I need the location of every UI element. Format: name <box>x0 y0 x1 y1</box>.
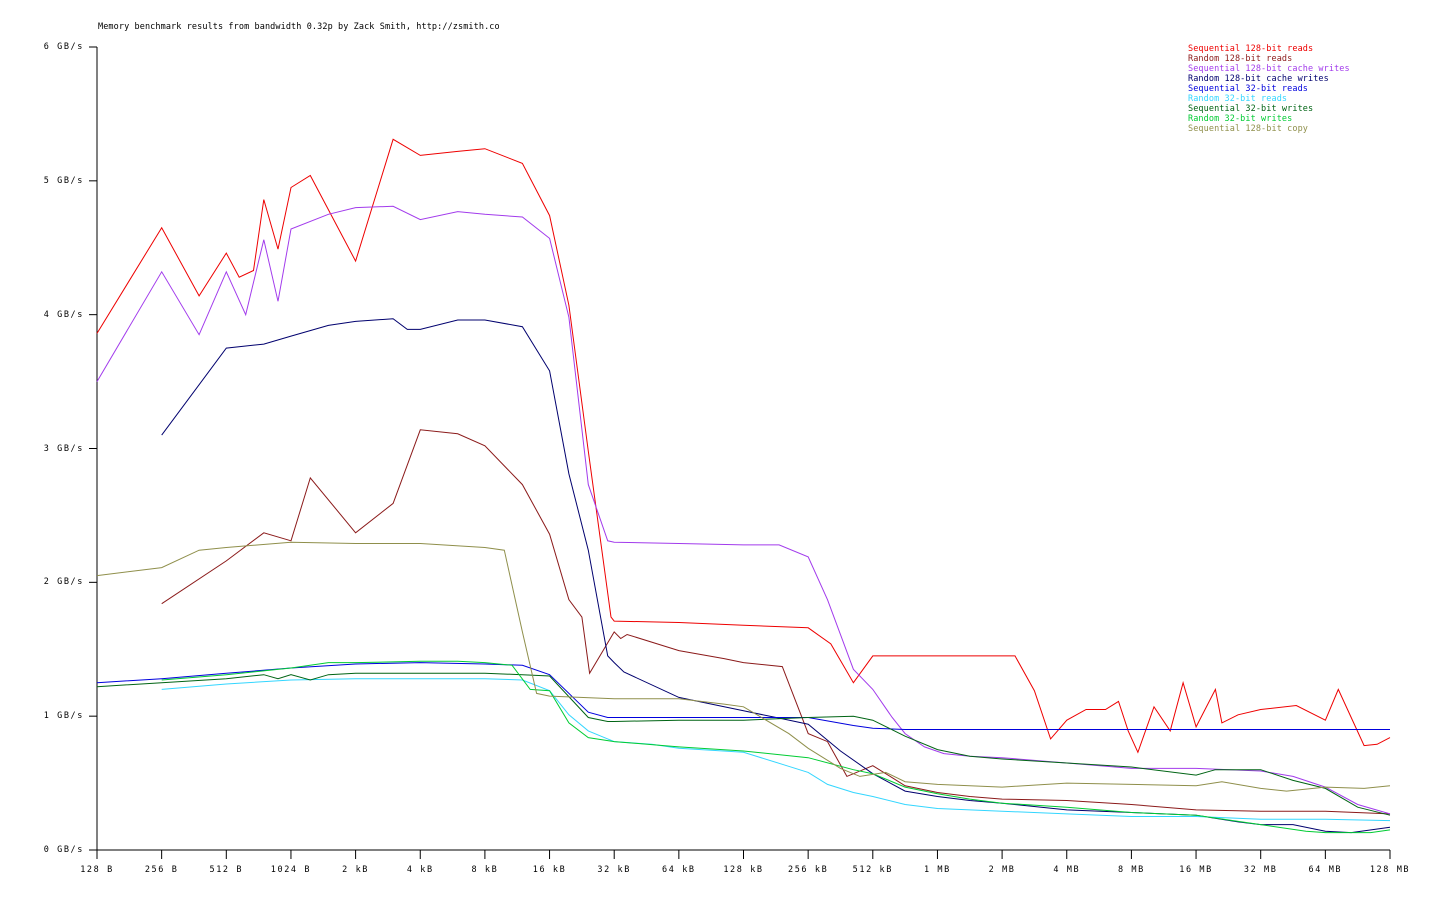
y-tick-label: 4 GB/s <box>43 309 84 320</box>
series-line-sequential-128-bit-copy <box>96 541 1391 792</box>
chart-title: Memory benchmark results from bandwidth … <box>98 22 500 32</box>
x-tick-label: 8 MB <box>1117 865 1145 875</box>
legend-item: Sequential 128-bit cache writes <box>1188 64 1350 74</box>
y-tick-label: 3 GB/s <box>43 443 84 454</box>
x-tick-label: 256 B <box>144 865 179 875</box>
series-line-random-32-bit-writes <box>161 660 1391 834</box>
x-tick-label: 512 kB <box>852 865 893 875</box>
legend-item: Sequential 32-bit reads <box>1188 84 1309 94</box>
series-line-sequential-32-bit-writes <box>96 672 1391 816</box>
x-tick-label: 32 MB <box>1243 865 1278 875</box>
x-tick-label: 4 kB <box>406 865 434 875</box>
legend-item: Random 128-bit cache writes <box>1188 74 1329 84</box>
x-tick-label: 512 B <box>209 865 244 875</box>
legend-item: Sequential 128-bit reads <box>1188 44 1314 54</box>
series-line-sequential-128-bit-reads <box>96 138 1391 754</box>
y-tick-label: 6 GB/s <box>43 42 84 52</box>
series-line-sequential-128-bit-cache-writes <box>96 205 1391 815</box>
legend-item: Random 32-bit reads <box>1188 94 1288 104</box>
series-line-random-128-bit-cache-writes <box>161 318 1391 834</box>
x-tick-label: 16 kB <box>532 865 567 875</box>
y-tick-label: 1 GB/s <box>43 711 84 722</box>
x-tick-label: 2 kB <box>342 865 370 875</box>
x-tick-label: 1024 B <box>270 865 312 875</box>
legend-item: Random 32-bit writes <box>1188 114 1293 124</box>
x-tick-label: 1 MB <box>924 865 951 875</box>
x-tick-label: 64 MB <box>1308 865 1343 875</box>
legend: Sequential 128-bit reads Random 128-bit r… <box>1188 44 1350 134</box>
x-tick-label: 16 MB <box>1179 865 1213 875</box>
x-tick-label: 128 MB <box>1369 865 1411 875</box>
x-tick-label: 128 kB <box>723 865 764 875</box>
y-tick-label: 0 GB/s <box>43 845 84 855</box>
x-tick-label: 2 MB <box>988 865 1016 875</box>
x-tick-label: 128 B <box>80 865 114 875</box>
y-tick-label: 2 GB/s <box>43 577 84 588</box>
x-tick-label: 8 kB <box>471 865 499 875</box>
x-tick-label: 64 kB <box>662 865 696 875</box>
legend-item: Random 128-bit reads <box>1188 54 1293 64</box>
series-line-random-128-bit-reads <box>161 429 1391 815</box>
x-tick-label: 4 MB <box>1053 865 1081 875</box>
y-tick-label: 5 GB/s <box>43 175 84 186</box>
series-line-sequential-32-bit-reads <box>96 662 1390 730</box>
legend-item: Sequential 32-bit writes <box>1188 104 1314 114</box>
x-tick-label: 256 kB <box>787 865 829 875</box>
series-line-random-32-bit-reads <box>161 678 1391 822</box>
x-tick-label: 32 kB <box>597 865 631 875</box>
legend-item: Sequential 128-bit copy <box>1188 124 1309 134</box>
